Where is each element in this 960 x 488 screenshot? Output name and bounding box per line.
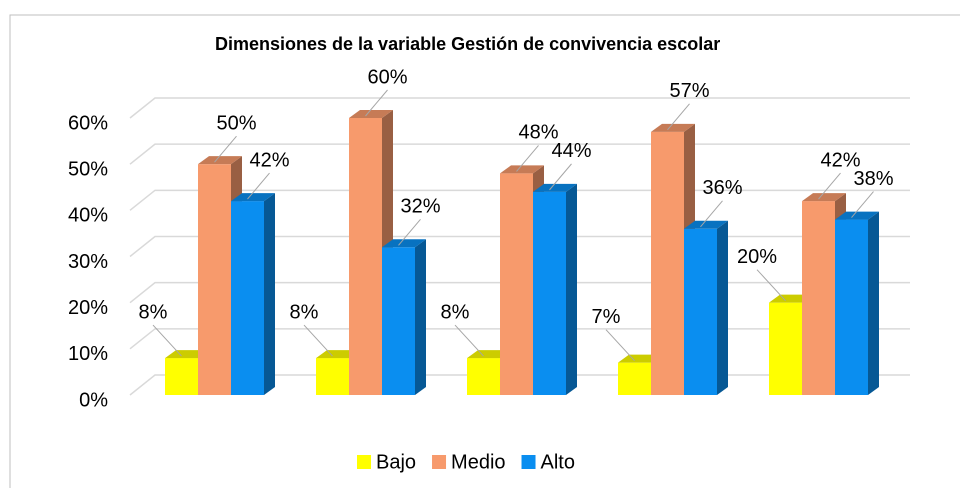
leader-line — [365, 89, 388, 117]
bar — [769, 294, 813, 395]
bar-front — [835, 219, 868, 395]
leader-line — [214, 135, 237, 163]
bar-top — [231, 193, 275, 202]
data-label: 32% — [400, 196, 440, 218]
data-label: 8% — [441, 301, 470, 323]
bar-top — [198, 156, 242, 165]
bar-front — [349, 118, 382, 395]
leader-line — [756, 269, 786, 302]
bar — [651, 123, 695, 395]
grid-line — [129, 97, 910, 119]
data-label: 8% — [139, 301, 168, 323]
bar-top — [533, 183, 577, 192]
bar-front — [802, 201, 835, 395]
bar-top — [651, 123, 695, 132]
leader-line — [398, 218, 421, 246]
bar-front — [316, 358, 349, 395]
data-label: 42% — [820, 149, 860, 171]
chart-title: Dimensiones de la variable Gestión de co… — [215, 34, 720, 54]
leader-line — [818, 172, 841, 200]
y-tick-label: 30% — [68, 251, 108, 273]
leader-line — [152, 324, 182, 357]
bar — [835, 211, 879, 395]
leader-line — [247, 172, 270, 200]
bar-front — [382, 247, 415, 395]
bar-front — [165, 358, 198, 395]
bar — [684, 220, 728, 395]
bar-front — [684, 228, 717, 395]
leader-line — [605, 329, 635, 362]
data-label: 42% — [249, 149, 289, 171]
legend-swatch — [432, 455, 447, 469]
bar-top — [382, 239, 426, 248]
y-tick-label: 50% — [68, 158, 108, 180]
data-label: 44% — [551, 140, 591, 162]
bar-front — [618, 362, 651, 395]
legend-label: Alto — [541, 451, 575, 473]
leader-line — [516, 145, 539, 172]
bar-top — [802, 193, 846, 202]
chart-border — [9, 14, 960, 488]
legend-swatch — [521, 455, 536, 469]
leader-line — [549, 163, 572, 191]
bar — [231, 193, 275, 395]
leader-line — [454, 324, 484, 357]
bar-top — [684, 220, 728, 229]
bar-front — [198, 164, 231, 395]
y-tick-label: 10% — [68, 343, 108, 365]
data-label: 48% — [518, 122, 558, 144]
bar-side — [717, 220, 728, 395]
leader-line — [667, 103, 690, 131]
y-tick-label: 40% — [68, 205, 108, 227]
bar-front — [769, 302, 802, 395]
bar — [382, 239, 426, 395]
bar — [533, 183, 577, 395]
bar-front — [231, 201, 264, 395]
bar-side — [566, 183, 577, 395]
y-tick-label: 0% — [79, 389, 108, 411]
bar-side — [415, 239, 426, 395]
data-label: 8% — [290, 301, 319, 323]
legend-swatch — [357, 455, 371, 469]
bar-side — [868, 211, 879, 395]
data-label: 36% — [702, 177, 742, 199]
y-tick-label: 20% — [68, 297, 108, 319]
bar-top — [835, 211, 879, 220]
bar-front — [651, 131, 684, 395]
bar-front — [500, 173, 533, 395]
bar-front — [467, 358, 500, 395]
legend-label: Bajo — [376, 451, 416, 473]
data-label: 38% — [853, 168, 893, 190]
bar-side — [264, 193, 275, 395]
y-tick-label: 60% — [68, 112, 108, 134]
legend-label: Medio — [451, 451, 505, 473]
bar-top — [500, 165, 544, 174]
data-label: 7% — [592, 306, 621, 328]
data-label: 20% — [737, 246, 777, 268]
data-label: 57% — [669, 80, 709, 102]
bar-top — [349, 110, 393, 118]
data-label: 50% — [216, 112, 256, 134]
leader-line — [700, 200, 723, 228]
leader-line — [303, 324, 333, 357]
leader-line — [851, 191, 874, 218]
data-label: 60% — [367, 66, 407, 88]
bar-front — [533, 191, 566, 395]
